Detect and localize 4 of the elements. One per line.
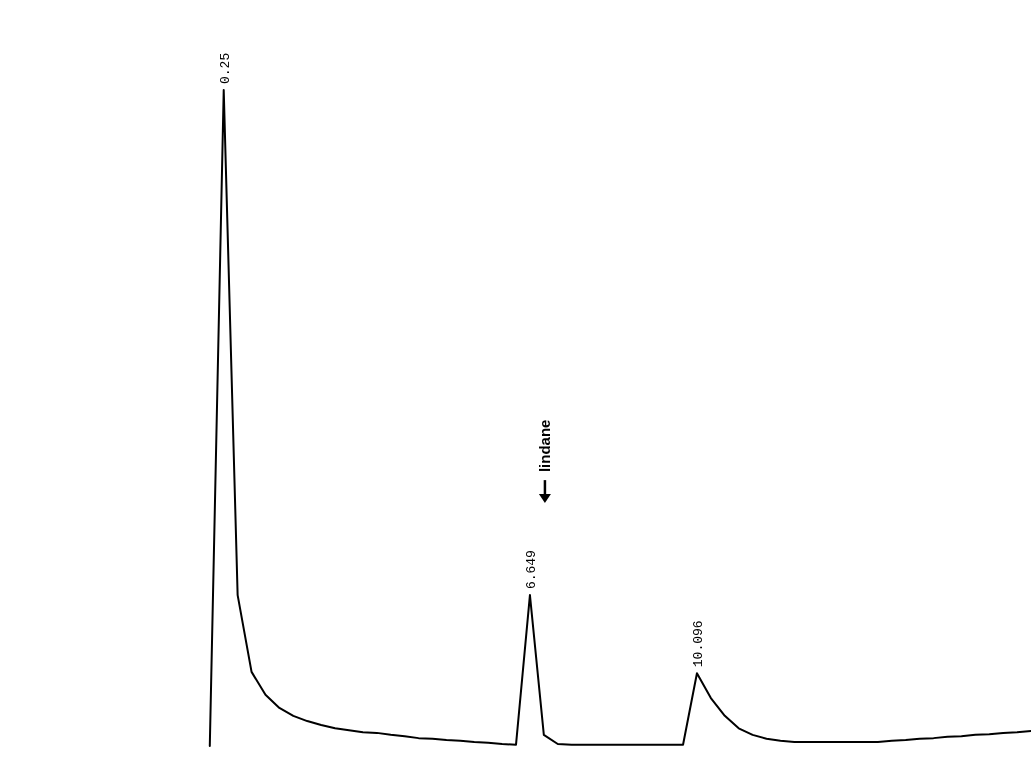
text: 0.25 (217, 52, 233, 84)
annotation: 10.096 (690, 620, 706, 668)
annotation: 6.649 (523, 550, 539, 590)
annotation: lindane (535, 419, 553, 473)
